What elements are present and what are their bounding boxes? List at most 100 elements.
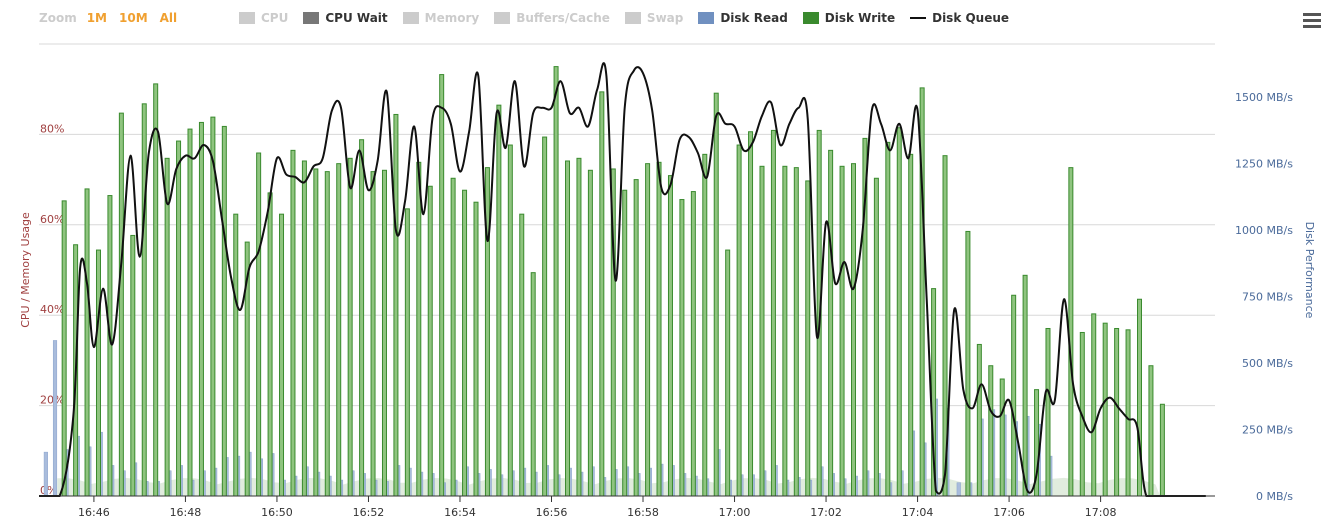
legend-item-memory[interactable]: Memory — [402, 11, 480, 25]
disk-read-bar — [224, 457, 229, 497]
disk-write-bar — [187, 128, 193, 497]
yright-tick-label: 750 MB/s — [1242, 291, 1293, 304]
disk-write-bar — [313, 168, 319, 497]
disk-read-bar — [64, 449, 69, 497]
disk-write-bar — [244, 241, 250, 497]
disk-read-bar — [567, 467, 572, 497]
zoom-1m-button[interactable]: 1M — [86, 11, 107, 25]
disk-read-bar — [338, 479, 344, 497]
legend-item-swap[interactable]: Swap — [624, 11, 683, 25]
legend-swatch — [494, 12, 511, 24]
x-tick-label: 16:58 — [627, 506, 659, 519]
disk-write-bar — [301, 160, 307, 497]
disk-write-bar — [153, 83, 159, 497]
legend-item-disk-read[interactable]: Disk Read — [698, 11, 788, 25]
zoom-10m-button[interactable]: 10M — [119, 11, 148, 25]
legend-label: CPU Wait — [325, 11, 388, 25]
legend-swatch — [802, 12, 819, 24]
disk-read-bar — [316, 471, 321, 497]
disk-write-bar — [450, 177, 456, 497]
disk-write-bar — [95, 249, 101, 497]
disk-write-bar — [1034, 389, 1040, 497]
legend-item-disk-write[interactable]: Disk Write — [802, 11, 895, 25]
disk-write-bar — [530, 272, 536, 497]
disk-read-bar — [727, 479, 733, 497]
disk-read-bar — [979, 418, 984, 497]
disk-write-bar — [176, 140, 182, 497]
disk-read-bar — [716, 449, 721, 497]
disk-write-bar — [565, 160, 571, 497]
yright-axis-title: Disk Performance — [1303, 222, 1316, 319]
disk-write-bar — [473, 201, 479, 497]
disk-read-bar — [670, 465, 675, 497]
disk-read-bar — [304, 466, 309, 497]
disk-read-bar — [613, 469, 618, 497]
legend-item-cpu-wait[interactable]: CPU Wait — [303, 11, 388, 25]
disk-read-bar — [236, 455, 241, 497]
disk-write-bar — [324, 171, 330, 497]
disk-write-bar — [702, 153, 708, 497]
disk-write-bar — [519, 213, 525, 497]
disk-read-bar — [373, 479, 378, 497]
disk-read-bar — [659, 463, 664, 497]
disk-read-bar — [521, 467, 527, 497]
disk-write-bar — [828, 149, 834, 497]
disk-write-bar — [1148, 365, 1154, 497]
disk-write-bar — [1011, 294, 1017, 497]
disk-write-bar — [942, 155, 948, 497]
disk-read-bar — [1013, 421, 1018, 497]
disk-write-bar — [130, 234, 136, 497]
chart-menu-icon[interactable] — [1303, 13, 1321, 29]
disk-write-bar — [862, 137, 868, 497]
disk-write-bar — [679, 199, 685, 497]
legend-item-cpu[interactable]: CPU — [239, 11, 288, 25]
disk-read-bar — [991, 409, 996, 497]
disk-read-bar — [693, 475, 698, 497]
disk-read-bar — [819, 466, 824, 497]
legend-label: Disk Read — [720, 11, 788, 25]
disk-write-bar — [210, 116, 216, 497]
x-tick-label: 17:08 — [1085, 506, 1117, 519]
disk-read-bar — [579, 471, 584, 497]
disk-write-bar — [1022, 274, 1028, 497]
disk-write-bar — [931, 288, 937, 497]
legend-swatch — [239, 12, 255, 24]
disk-read-bar — [464, 466, 469, 497]
disk-write-bar — [496, 104, 502, 497]
disk-write-bar — [908, 153, 914, 497]
disk-read-bar — [750, 474, 755, 497]
legend-item-buffers-cache[interactable]: Buffers/Cache — [494, 11, 610, 25]
disk-read-bar — [773, 465, 778, 497]
disk-read-bar — [1025, 415, 1030, 497]
disk-write-bar — [256, 152, 262, 497]
disk-read-bar — [590, 466, 595, 497]
disk-write-bar — [1114, 327, 1120, 497]
x-tick-label: 17:06 — [993, 506, 1025, 519]
yleft-tick-label: 20% — [40, 394, 64, 407]
legend-label: Buffers/Cache — [516, 11, 610, 25]
disk-read-bar — [968, 482, 973, 497]
chart-legend: CPU CPU Wait Memory Buffers/Cache Swap Disk R… — [239, 11, 1024, 25]
x-tick-label: 16:48 — [170, 506, 202, 519]
legend-item-disk-queue[interactable]: Disk Queue — [910, 11, 1009, 25]
legend-label: CPU — [261, 11, 289, 25]
disk-read-bar — [281, 479, 286, 497]
disk-write-bar — [713, 92, 719, 497]
zoom-all-button[interactable]: All — [159, 11, 178, 25]
disk-write-bar — [347, 157, 353, 497]
disk-write-bar — [141, 103, 147, 497]
legend-label: Memory — [424, 11, 480, 25]
disk-write-bar — [553, 66, 559, 497]
disk-write-bar — [1045, 327, 1051, 497]
disk-write-bar — [221, 125, 227, 497]
disk-read-bar — [956, 482, 961, 497]
disk-read-bar — [785, 479, 790, 497]
disk-write-bar — [73, 244, 79, 497]
disk-write-bar — [873, 177, 879, 497]
disk-read-bar — [133, 462, 138, 497]
disk-write-bar — [290, 149, 296, 497]
x-tick-label: 17:04 — [902, 506, 934, 519]
disk-queue-line — [39, 62, 1206, 497]
legend-swatch — [624, 12, 641, 24]
